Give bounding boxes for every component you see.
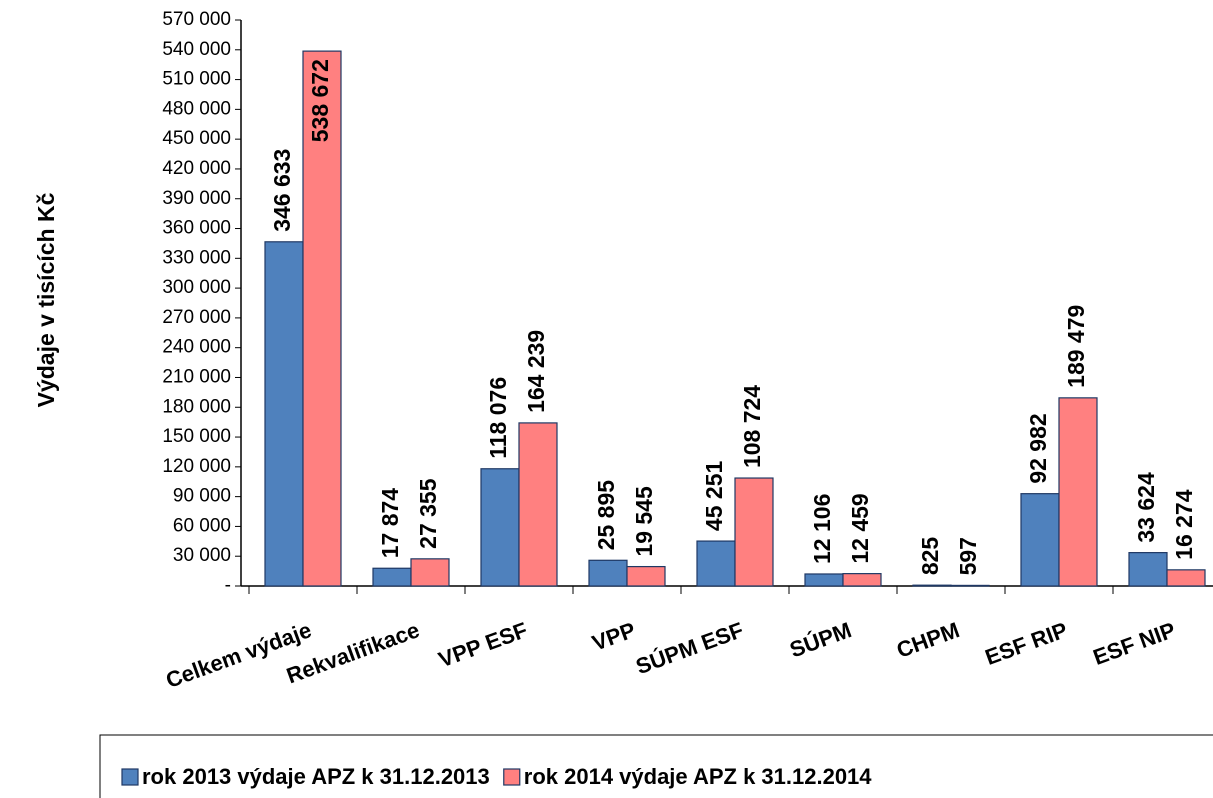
bar bbox=[842, 573, 882, 587]
value-label: 12 459 bbox=[847, 493, 873, 563]
y-axis-title: Výdaje v tisících Kč bbox=[33, 192, 59, 407]
value-label: 25 895 bbox=[593, 480, 619, 551]
y-tick-label: 390 000 bbox=[162, 188, 231, 209]
value-label: 164 239 bbox=[523, 330, 549, 413]
y-tick-label: 480 000 bbox=[162, 98, 231, 119]
value-label: 538 672 bbox=[307, 59, 333, 142]
value-label: 346 633 bbox=[269, 149, 295, 232]
bar bbox=[696, 540, 736, 587]
bar bbox=[626, 565, 666, 587]
value-label: 825 bbox=[917, 537, 943, 576]
bar bbox=[518, 422, 558, 587]
value-label: 108 724 bbox=[739, 385, 765, 468]
legend-label: rok 2013 výdaje APZ k 31.12.2013 bbox=[142, 764, 490, 789]
x-tick-label: VPP bbox=[589, 617, 639, 656]
y-tick-label: 90 000 bbox=[173, 486, 231, 507]
value-label: 16 274 bbox=[1171, 489, 1197, 560]
y-tick-label: 450 000 bbox=[162, 128, 231, 149]
x-tick-label: VPP ESF bbox=[435, 617, 531, 672]
legend-box bbox=[99, 734, 1213, 798]
value-label: 92 982 bbox=[1025, 413, 1051, 483]
x-tick-label: CHPM bbox=[893, 617, 962, 663]
y-tick-label: 510 000 bbox=[162, 69, 231, 90]
value-label: 45 251 bbox=[701, 461, 727, 532]
y-tick-label: 60 000 bbox=[173, 515, 231, 536]
legend-swatch bbox=[121, 768, 139, 786]
bar bbox=[480, 468, 520, 587]
y-tick-label: 420 000 bbox=[162, 158, 231, 179]
y-tick-label: 30 000 bbox=[173, 545, 231, 566]
value-label: 189 479 bbox=[1063, 305, 1089, 388]
value-label: 12 106 bbox=[809, 494, 835, 564]
bar bbox=[734, 477, 774, 587]
bar bbox=[912, 584, 952, 587]
bar bbox=[804, 573, 844, 587]
x-tick-label: SÚPM ESF bbox=[632, 617, 746, 679]
bar bbox=[1058, 397, 1098, 587]
bar bbox=[410, 558, 450, 587]
y-tick-label: 180 000 bbox=[162, 396, 231, 417]
bar bbox=[302, 50, 342, 587]
bar bbox=[1020, 493, 1060, 587]
y-tick-label: 330 000 bbox=[162, 247, 231, 268]
y-tick-label: 300 000 bbox=[162, 277, 231, 298]
y-tick-label: 540 000 bbox=[162, 39, 231, 60]
bar bbox=[588, 559, 628, 587]
legend-swatch bbox=[503, 768, 521, 786]
y-tick-label: 240 000 bbox=[162, 337, 231, 358]
x-tick-label: ESF RIP bbox=[982, 617, 1071, 670]
value-label: 19 545 bbox=[631, 486, 657, 557]
value-label: 597 bbox=[955, 537, 981, 575]
y-tick-label: 210 000 bbox=[162, 366, 231, 387]
x-tick-label: SÚPM bbox=[786, 617, 854, 662]
bar bbox=[264, 241, 304, 587]
value-label: 27 355 bbox=[415, 478, 441, 549]
y-tick-label: - bbox=[225, 575, 231, 596]
x-tick-label: ESF NIP bbox=[1090, 617, 1179, 670]
y-tick-label: 360 000 bbox=[162, 218, 231, 239]
value-label: 33 624 bbox=[1133, 472, 1159, 543]
y-tick-label: 120 000 bbox=[162, 456, 231, 477]
value-label: 118 076 bbox=[485, 377, 511, 459]
y-tick-label: 150 000 bbox=[162, 426, 231, 447]
bar bbox=[950, 584, 990, 587]
y-tick-label: 270 000 bbox=[162, 307, 231, 328]
value-label: 17 874 bbox=[377, 488, 403, 559]
bar bbox=[1128, 552, 1168, 587]
bar bbox=[372, 567, 412, 587]
bar bbox=[1166, 569, 1206, 587]
legend-label: rok 2014 výdaje APZ k 31.12.2014 bbox=[524, 764, 873, 789]
y-tick-label: 570 000 bbox=[162, 9, 231, 30]
